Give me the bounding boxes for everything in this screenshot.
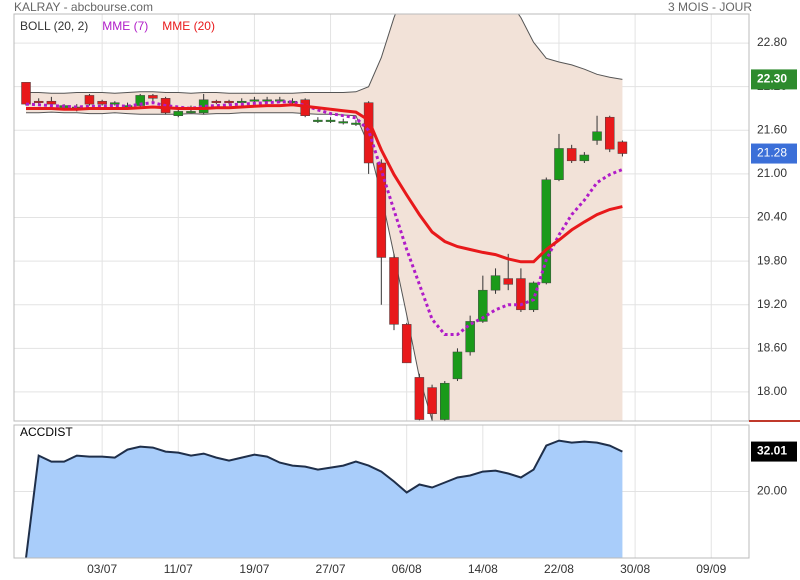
x-tick-label: 30/08 (620, 562, 650, 576)
last-value-label: 32.01 (757, 444, 787, 458)
last-close-label: 21.28 (757, 146, 787, 160)
legend-entry: BOLL (20, 2) (20, 19, 88, 33)
candle-body (617, 141, 628, 154)
y-tick-label: 18.60 (757, 340, 787, 354)
x-tick-label: 11/07 (164, 562, 193, 576)
candle-body (110, 102, 120, 105)
accdist-line (25, 439, 623, 558)
candle-body (541, 179, 552, 284)
panel-title: ACCDIST (20, 425, 73, 439)
x-tick-label: 09/09 (696, 562, 726, 576)
y-tick-label: 21.00 (757, 166, 787, 180)
candle-body (351, 122, 361, 125)
candle-body (173, 111, 184, 116)
candle-body (452, 351, 463, 380)
price-plot (21, 14, 628, 421)
candle-body (236, 100, 247, 103)
candle-body (338, 121, 348, 124)
x-tick-label: 27/07 (316, 562, 346, 576)
x-tick-label: 06/08 (392, 562, 422, 576)
y-tick-label: 19.80 (757, 253, 787, 267)
candle-body (363, 102, 374, 164)
accdist-frame (13, 424, 750, 559)
period: 3 MOIS - JOUR (668, 0, 752, 14)
bollinger-lower (26, 111, 434, 421)
candle-body (224, 100, 234, 103)
accdist-plot (25, 439, 623, 558)
x-tick-label: 14/08 (468, 562, 498, 576)
candle-body (249, 99, 260, 102)
candle-body (262, 99, 272, 102)
candle-body (21, 82, 31, 105)
candle-body (84, 95, 95, 105)
candle-body (554, 148, 564, 180)
x-tick-label: 03/07 (87, 562, 117, 576)
candle-body (186, 111, 196, 114)
x-tick-label: 22/08 (544, 562, 574, 576)
candle-body (516, 278, 526, 311)
candle-body (414, 377, 425, 420)
labels-layer: 22.8022.2021.6021.0020.4019.8019.2018.60… (87, 35, 797, 576)
candle-body (46, 100, 57, 105)
price-frame (13, 13, 750, 422)
y-tick-label: 22.80 (757, 35, 787, 49)
last-value-box (751, 441, 797, 462)
y-tick-label: 18.00 (757, 384, 787, 398)
candle-body (148, 95, 158, 99)
candle-body (503, 278, 513, 285)
candle-body (401, 324, 412, 364)
y-tick-label: 20.40 (757, 210, 787, 224)
bollinger-band (26, 14, 623, 421)
candle-body (490, 275, 501, 291)
last-value-label: 22.30 (757, 72, 787, 86)
candle-body (33, 100, 44, 103)
candle-body (427, 387, 437, 414)
candle-body (97, 100, 107, 105)
candle-body (566, 148, 577, 162)
candle-body (313, 119, 323, 122)
legend-entry: MME (7) (102, 19, 148, 33)
moving-average (25, 100, 623, 336)
chart-title: KALRAY - abcbourse.com (14, 0, 153, 14)
candle-body (579, 154, 590, 162)
last-value-box (751, 69, 797, 90)
y-tick-label: 21.60 (757, 122, 787, 136)
candle-body (592, 131, 602, 141)
candle-body (389, 257, 399, 325)
x-tick-label: 19/07 (239, 562, 269, 576)
candle-body (440, 382, 450, 420)
candle-body (465, 321, 475, 353)
candle-body (478, 289, 488, 322)
legend-entry: MME (20) (162, 19, 215, 33)
moving-average (26, 103, 623, 264)
candle-body (325, 119, 336, 122)
candle-body (604, 116, 615, 150)
last-close-box (751, 143, 797, 164)
candle-body (376, 162, 387, 258)
accdist-area (26, 440, 623, 558)
y-tick-label: 19.20 (757, 297, 787, 311)
y-tick-label: 20.00 (757, 484, 787, 498)
candle-body (211, 100, 222, 103)
candle-body (528, 282, 539, 311)
bollinger-upper (26, 14, 623, 94)
